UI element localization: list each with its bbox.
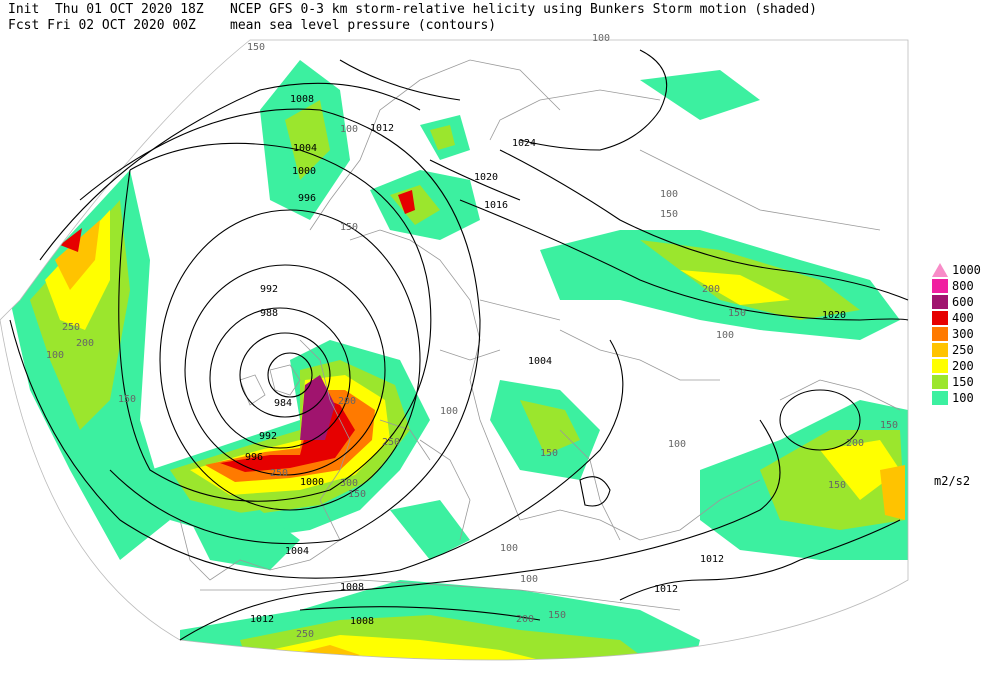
legend-value: 200 — [952, 359, 974, 373]
contour-label: 1012 — [700, 554, 724, 565]
shade-label: 200 — [846, 438, 864, 449]
shade-label: 250 — [382, 437, 400, 448]
contour-label: 988 — [260, 308, 278, 319]
legend-value: 600 — [952, 295, 974, 309]
shade-label: 100 — [500, 543, 518, 554]
contour-label: 1008 — [340, 582, 364, 593]
map-subtitle: mean sea level pressure (contours) — [230, 18, 497, 33]
legend-row: 200 — [928, 358, 1000, 374]
shade-label: 100 — [46, 350, 64, 361]
legend-row: 1000 — [928, 262, 1000, 278]
shade-label: 150 — [118, 394, 136, 405]
contour-label: 1012 — [370, 123, 394, 134]
shade-label: 150 — [540, 448, 558, 459]
contour-label: 992 — [260, 284, 278, 295]
shade-label: 100 — [520, 574, 538, 585]
shade-label: 150 — [728, 308, 746, 319]
fcst-line: Fcst Fri 02 OCT 2020 00Z — [8, 18, 196, 34]
legend-swatch — [932, 359, 948, 373]
contour-label: 1008 — [290, 94, 314, 105]
contour-label: 984 — [274, 398, 292, 409]
shade-label: 100 — [668, 439, 686, 450]
contour-label: 996 — [245, 452, 263, 463]
legend-swatch — [932, 279, 948, 293]
shade-label: 150 — [348, 489, 366, 500]
legend-row: 800 — [928, 278, 1000, 294]
shade-label: 150 — [340, 222, 358, 233]
legend-units: m2/s2 — [934, 474, 971, 488]
legend-row: 600 — [928, 294, 1000, 310]
shade-label: 150 — [548, 610, 566, 621]
shade-label: 100 — [440, 406, 458, 417]
legend-value: 150 — [952, 375, 974, 389]
helicity-shading — [10, 60, 908, 660]
contour-label: 1004 — [528, 356, 552, 367]
legend-value: 400 — [952, 311, 974, 325]
shade-label: 200 — [76, 338, 94, 349]
contour-label: 1020 — [474, 172, 498, 183]
contour-label: 1024 — [512, 138, 536, 149]
shade-labels: 150 100 100 150 100 150 250 200 100 150 … — [46, 33, 898, 640]
legend-value: 250 — [952, 343, 974, 357]
legend-value: 800 — [952, 279, 974, 293]
legend-row: 400 — [928, 310, 1000, 326]
shade-label: 250 — [62, 322, 80, 333]
init-time: Thu 01 OCT 2020 18Z — [54, 2, 204, 17]
shade-label: 150 — [247, 42, 265, 53]
contour-labels: 1008 1012 1004 1000 996 992 988 984 992 … — [245, 94, 846, 627]
shade-label: 100 — [592, 33, 610, 44]
legend-swatch — [932, 311, 948, 325]
fcst-label: Fcst — [8, 18, 40, 33]
shade-label: 150 — [660, 209, 678, 220]
init-label: Init — [8, 2, 40, 17]
shade-label: 250 — [270, 468, 288, 479]
contour-label: 1004 — [293, 143, 317, 154]
contour-label: 1012 — [250, 614, 274, 625]
contour-label: 1004 — [285, 546, 309, 557]
shade-label: 200 — [516, 614, 534, 625]
shade-label: 200 — [338, 396, 356, 407]
shade-label: 150 — [880, 420, 898, 431]
legend-swatch — [932, 327, 948, 341]
contour-label: 1000 — [292, 166, 316, 177]
legend-row: 250 — [928, 342, 1000, 358]
legend-swatch — [932, 375, 948, 389]
legend-row: 300 — [928, 326, 1000, 342]
shade-label: 100 — [660, 189, 678, 200]
shade-label: 150 — [828, 480, 846, 491]
mslp-contours — [9, 49, 909, 641]
legend-swatch — [932, 343, 948, 357]
legend-value: 1000 — [952, 263, 981, 277]
legend-row: 150 — [928, 374, 1000, 390]
legend-swatch — [932, 391, 948, 405]
shade-label: 300 — [340, 478, 358, 489]
shade-label: 250 — [296, 629, 314, 640]
legend-arrow-swatch — [932, 263, 948, 277]
contour-label: 1016 — [484, 200, 508, 211]
contour-label: 996 — [298, 193, 316, 204]
fcst-time: Fri 02 OCT 2020 00Z — [47, 18, 196, 33]
contour-label: 992 — [259, 431, 277, 442]
legend-value: 100 — [952, 391, 974, 405]
legend-row: 100 — [928, 390, 1000, 406]
contour-label: 1012 — [654, 584, 678, 595]
contour-label: 1000 — [300, 477, 324, 488]
map-title: NCEP GFS 0-3 km storm-relative helicity … — [230, 2, 817, 17]
shade-label: 100 — [340, 124, 358, 135]
contour-label: 1008 — [350, 616, 374, 627]
shade-label: 100 — [716, 330, 734, 341]
legend-value: 300 — [952, 327, 974, 341]
contour-label: 1020 — [822, 310, 846, 321]
legend-swatch — [932, 295, 948, 309]
init-line: Init Thu 01 OCT 2020 18Z — [8, 2, 204, 18]
shade-label: 200 — [702, 284, 720, 295]
map-domain-outline — [0, 39, 909, 661]
color-legend: 1000 800 600 400 300 250 200 150 100 — [928, 262, 1000, 406]
